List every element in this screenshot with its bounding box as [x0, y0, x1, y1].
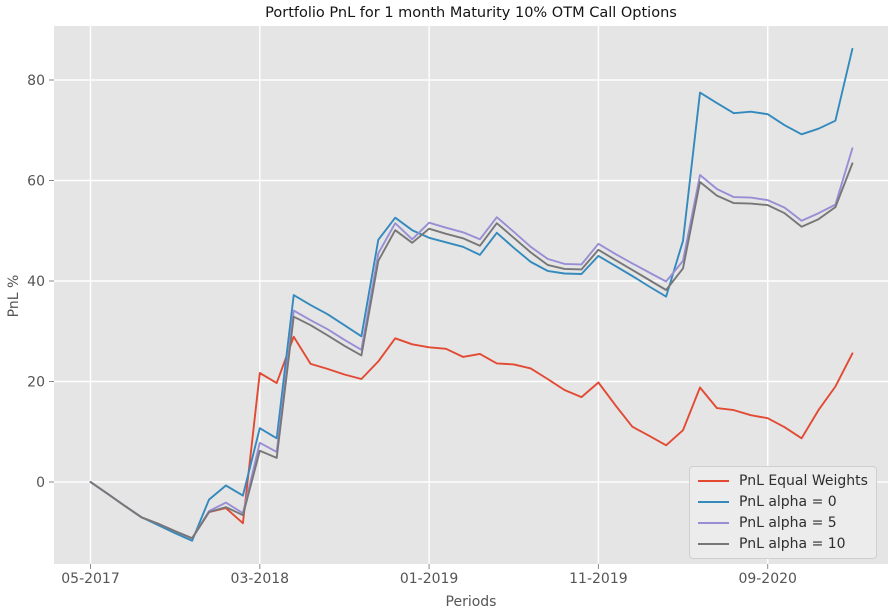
legend-item: PnL alpha = 5: [698, 516, 870, 530]
legend-label: PnL alpha = 0: [739, 494, 837, 511]
y-tick-label: 60: [27, 174, 45, 190]
x-tick-label: 05-2017: [61, 571, 120, 587]
x-tick-label: 03-2018: [231, 571, 290, 587]
series-line-pnl-alpha-5: [89, 147, 854, 540]
legend-label: PnL alpha = 10: [739, 535, 846, 552]
legend: PnL Equal Weights PnL alpha = 0 PnL alpha …: [689, 466, 877, 559]
y-tick-label: 40: [27, 274, 45, 290]
legend-item: PnL Equal Weights: [698, 474, 870, 488]
x-axis-label: Periods: [445, 594, 497, 610]
legend-line-sample: [698, 480, 729, 483]
legend-label: PnL alpha = 5: [739, 514, 837, 531]
legend-label: PnL Equal Weights: [739, 473, 868, 490]
y-tick-label: 80: [27, 73, 45, 89]
legend-item: PnL alpha = 0: [698, 495, 870, 509]
legend-line-sample: [698, 521, 729, 524]
y-tick-label: 0: [36, 475, 45, 491]
y-axis-label: PnL %: [6, 274, 22, 318]
legend-line-sample: [698, 501, 729, 504]
y-tick-label: 20: [27, 375, 45, 391]
chart-title: Portfolio PnL for 1 month Maturity 10% O…: [265, 5, 677, 21]
series-line-pnl-alpha-10: [89, 162, 854, 540]
x-tick-label: 09-2020: [738, 571, 797, 587]
x-tick-label: 01-2019: [400, 571, 459, 587]
legend-line-sample: [698, 542, 729, 545]
legend-item: PnL alpha = 10: [698, 537, 870, 551]
x-tick-label: 11-2019: [569, 571, 628, 587]
series-line-pnl-alpha-0: [89, 47, 854, 542]
